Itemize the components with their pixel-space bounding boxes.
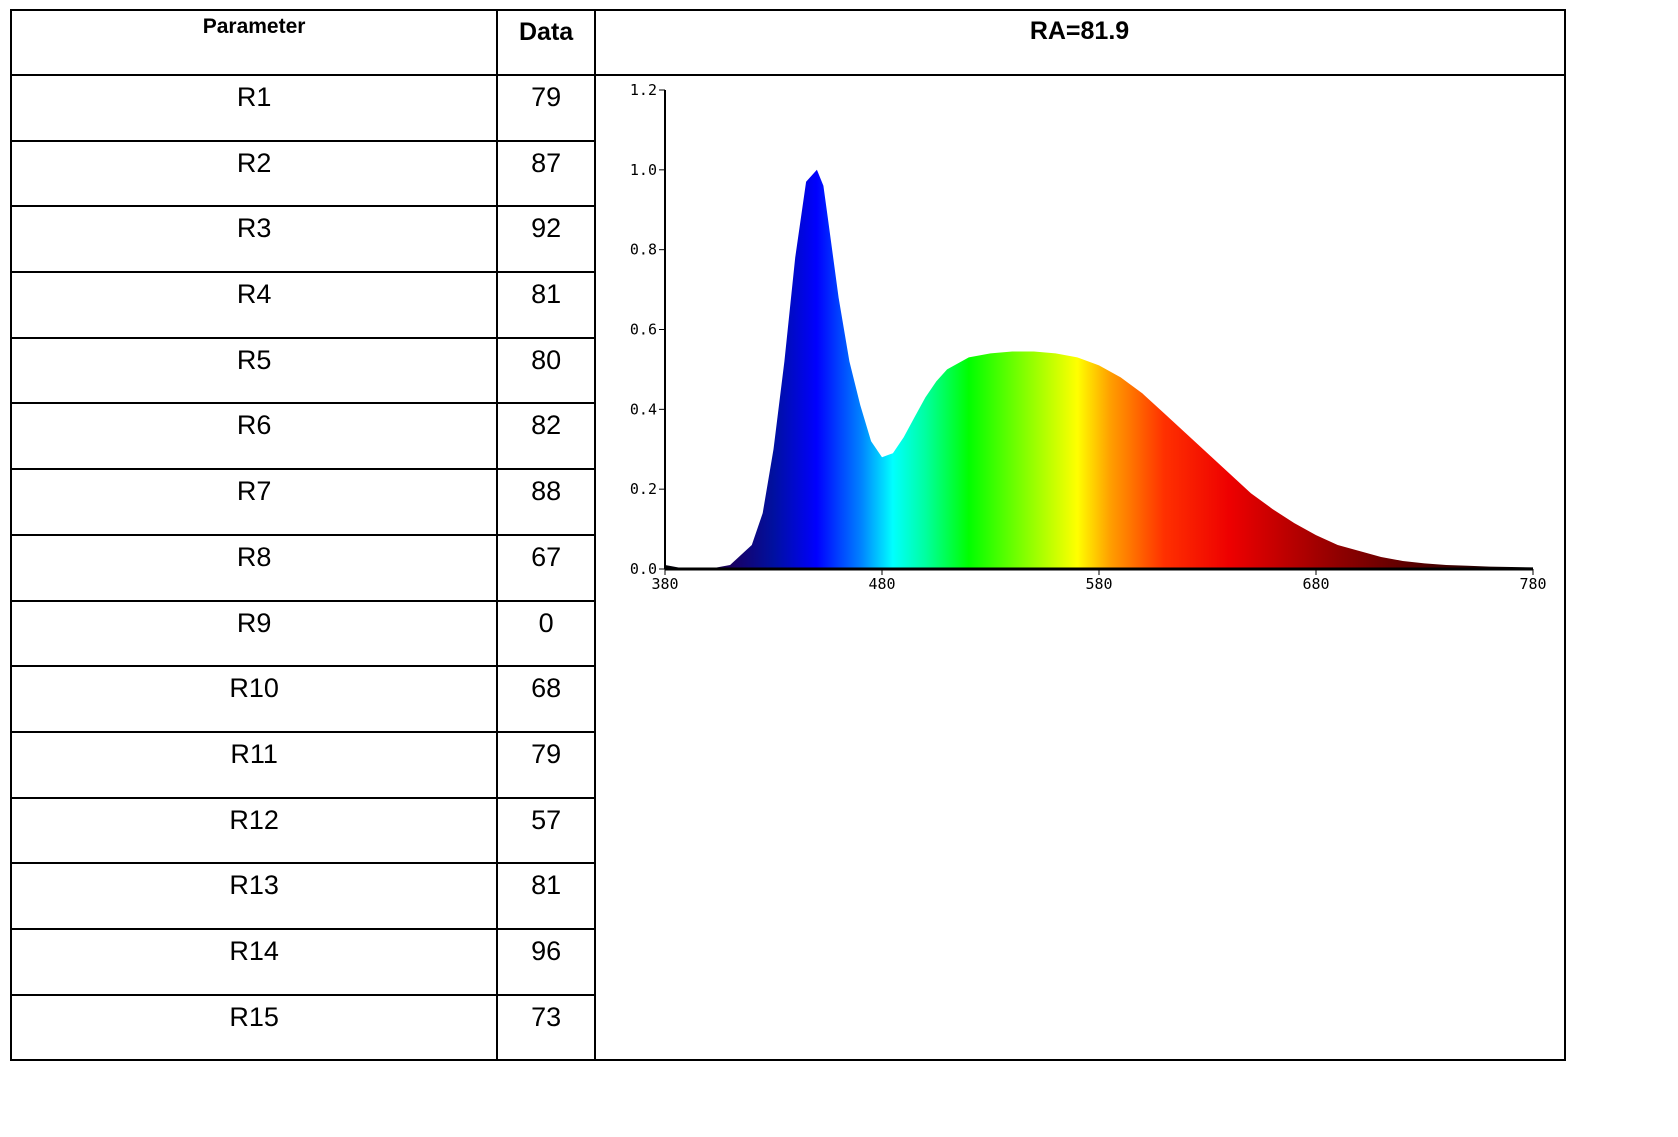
table-row: R14 96 (9, 927, 596, 996)
param-cell: R7 (9, 468, 499, 536)
value-cell: 92 (496, 205, 596, 274)
param-cell: R6 (9, 402, 499, 471)
table-row: R10 68 (9, 665, 596, 733)
param-cell: R15 (9, 993, 499, 1062)
param-cell: R11 (9, 730, 499, 799)
value-cell: 81 (496, 271, 596, 339)
value-cell: 96 (496, 927, 596, 996)
y-tick-label: 0.2 (630, 480, 657, 498)
table-row: R5 80 (9, 336, 596, 405)
value-cell: 81 (496, 862, 596, 930)
x-tick-label: 580 (1085, 575, 1112, 593)
param-cell: R8 (9, 533, 499, 602)
table-row: R7 88 (9, 468, 596, 536)
value-cell: 68 (496, 665, 596, 733)
x-tick-label: 380 (651, 575, 678, 593)
table-row: R1 79 (9, 74, 596, 142)
x-tick-label: 780 (1519, 575, 1546, 593)
param-cell: R1 (9, 74, 499, 142)
header-data: Data (496, 9, 596, 76)
chart-panel: RA=81.9 0.0 0.2 0.4 0.6 0.8 1.0 1.2 380 480 580 68… (595, 9, 1566, 1061)
param-cell: R5 (9, 336, 499, 405)
param-cell: R4 (9, 271, 499, 339)
table-row: R6 82 (9, 402, 596, 471)
y-tick-label: 0.0 (630, 560, 657, 578)
spectrum-chart: 0.0 0.2 0.4 0.6 0.8 1.0 1.2 380 480 580 680 780 (630, 81, 1547, 593)
value-cell: 73 (496, 993, 596, 1062)
table-body: R1 79 R2 87 R3 92 R4 81 R5 80 R6 82 R7 88 R8 67 R9 0 R10 68… (9, 74, 596, 1062)
table-row: R3 92 (9, 205, 596, 274)
param-cell: R14 (9, 927, 499, 996)
param-cell: R12 (9, 796, 499, 865)
param-cell: R3 (9, 205, 499, 274)
y-tick-label: 0.8 (630, 241, 657, 259)
table-row: R8 67 (9, 533, 596, 602)
table-row: R4 81 (9, 271, 596, 339)
chart-title: RA=81.9 (595, 11, 1564, 76)
value-cell: 82 (496, 402, 596, 471)
table-row: R13 81 (9, 862, 596, 930)
value-cell: 57 (496, 796, 596, 865)
y-tick-label: 0.4 (630, 400, 657, 418)
table-row: R12 57 (9, 796, 596, 865)
y-tick-label: 1.2 (630, 81, 657, 99)
param-cell: R13 (9, 862, 499, 930)
param-cell: R9 (9, 599, 499, 668)
value-cell: 88 (496, 468, 596, 536)
table-header-row: Parameter Data (9, 9, 596, 76)
cri-table: Parameter Data R1 79 R2 87 R3 92 R4 81 R5 80 R6 82 R… (9, 9, 596, 1062)
header-parameter: Parameter (9, 9, 499, 76)
table-row: R15 73 (9, 993, 596, 1062)
param-cell: R2 (9, 139, 499, 208)
table-row: R2 87 (9, 139, 596, 208)
param-cell: R10 (9, 665, 499, 733)
y-tick-label: 1.0 (630, 161, 657, 179)
value-cell: 0 (496, 599, 596, 668)
value-cell: 79 (496, 730, 596, 799)
report-frame: Parameter Data R1 79 R2 87 R3 92 R4 81 R5 80 R6 82 R… (9, 9, 1566, 1062)
table-row: R11 79 (9, 730, 596, 799)
spectrum-area (665, 169, 1533, 570)
table-row: R9 0 (9, 599, 596, 668)
x-tick-label: 680 (1302, 575, 1329, 593)
value-cell: 67 (496, 533, 596, 602)
value-cell: 80 (496, 336, 596, 405)
value-cell: 79 (496, 74, 596, 142)
y-tick-label: 0.6 (630, 321, 657, 339)
x-tick-label: 480 (868, 575, 895, 593)
value-cell: 87 (496, 139, 596, 208)
